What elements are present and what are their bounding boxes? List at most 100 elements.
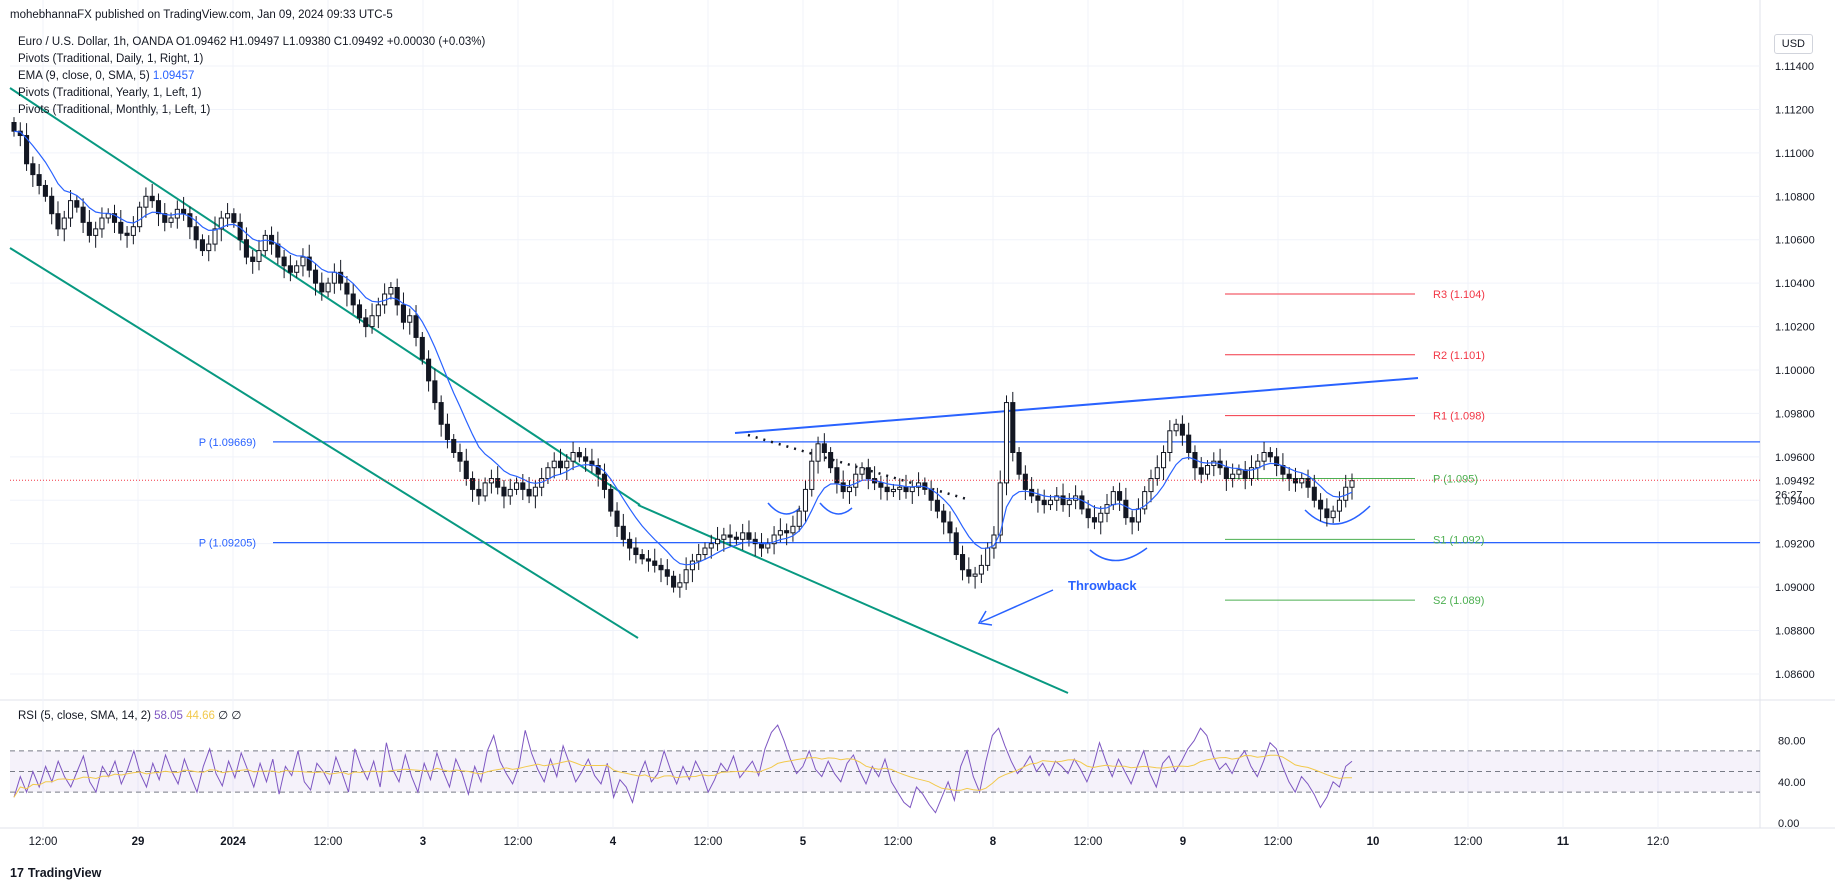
candle-body [564, 460, 570, 469]
candle-body [1117, 491, 1123, 501]
time-axis[interactable]: 12:00 29 2024 12:00 3 12:00 4 12:00 5 12:00 8 12:00… [29, 836, 1670, 848]
candle-body [49, 195, 55, 215]
candle-body [809, 460, 815, 490]
candle-body [80, 206, 86, 223]
candle-body [1305, 478, 1311, 488]
candle-body [545, 467, 551, 480]
rounded-bottom-arc-1 [767, 502, 801, 515]
candle-body [187, 213, 193, 228]
candle-body [526, 488, 532, 497]
indicator-ema[interactable]: EMA (9, close, 0, SMA, 5) 1.09457 [18, 68, 194, 85]
candle-body [733, 536, 739, 540]
tradingview-logo-icon: 17 [10, 866, 24, 880]
rsi-label: RSI (5, close, SMA, 14, 2) [18, 710, 151, 722]
candle-body [1318, 499, 1324, 510]
time-tick-label: 8 [990, 836, 997, 848]
candle-body [1267, 452, 1273, 458]
candle-body [608, 488, 614, 512]
candle-body [765, 543, 771, 549]
price-tick-label: 1.10400 [1775, 278, 1815, 290]
indicator-pivots-yearly[interactable]: Pivots (Traditional, Yearly, 1, Left, 1) [18, 85, 201, 102]
candle-body [451, 438, 457, 454]
rsi-pane: 80.00 40.00 0.00 [10, 724, 1806, 830]
candle-body [758, 543, 765, 549]
price-tick-label: 1.08800 [1775, 626, 1815, 638]
candle-body [86, 221, 92, 236]
symbol-line[interactable]: Euro / U.S. Dollar, 1h, OANDA O1.09462 H… [18, 36, 486, 48]
candle-body [262, 234, 268, 252]
candle-body [557, 460, 564, 469]
candle-body [1123, 499, 1129, 519]
tradingview-logo-text: TradingView [27, 866, 102, 880]
candle-body [331, 271, 337, 284]
ema-layer [13, 130, 1353, 566]
candle-body [1135, 508, 1141, 523]
candle-body [1167, 430, 1173, 453]
indicator-pivots-daily[interactable]: Pivots (Traditional, Daily, 1, Right, 1) [18, 51, 203, 68]
candle-body [978, 564, 984, 575]
candle-body [438, 402, 444, 425]
candle-body [1286, 473, 1292, 480]
candle-body [124, 232, 130, 236]
time-tick-label: 12:00 [29, 836, 58, 848]
candle-body [225, 213, 231, 219]
candle-body [218, 217, 224, 230]
rsi-extra-1: ∅ [218, 710, 229, 722]
candle-body [1161, 452, 1167, 469]
candle-body [269, 234, 275, 245]
candle-body [168, 217, 174, 223]
candle-body [645, 558, 651, 562]
tradingview-logo[interactable]: 17 TradingView [10, 866, 101, 880]
candle-body [846, 486, 853, 493]
time-tick-label: 12:0 [1647, 836, 1669, 848]
candle-body [306, 256, 312, 271]
time-tick-label: 10 [1367, 836, 1380, 848]
candle-body [1242, 469, 1248, 480]
daily-pivot-label: S1 (1.092) [1433, 534, 1484, 546]
candle-body [972, 573, 978, 577]
currency-button[interactable]: USD [1773, 34, 1813, 54]
price-tick-label: 1.09000 [1775, 582, 1815, 594]
time-tick-label: 2024 [220, 836, 246, 848]
candle-body [1343, 486, 1349, 501]
candle-body [520, 482, 526, 490]
bar-countdown-label: 26:27 [1775, 489, 1803, 501]
rsi-legend[interactable]: RSI (5, close, SMA, 14, 2) 58.05 44.66 ∅… [18, 708, 241, 722]
price-tick-label: 1.10200 [1775, 322, 1815, 334]
candle-body [840, 482, 846, 493]
candle-body [1330, 510, 1336, 519]
candle-body [903, 486, 909, 493]
candle-body [463, 460, 469, 480]
candle-body [1148, 478, 1154, 493]
candle-body [696, 554, 702, 562]
candle-body [1085, 508, 1091, 519]
candle-body [162, 213, 168, 223]
candle-body [909, 486, 915, 493]
candle-body [853, 473, 859, 488]
candle-body [243, 239, 249, 258]
indicator-pivots-monthly[interactable]: Pivots (Traditional, Monthly, 1, Left, 1… [18, 102, 210, 119]
candle-body [627, 538, 633, 549]
candle-body [959, 554, 966, 571]
price-tick-label: 1.11200 [1775, 104, 1814, 116]
candle-body [74, 200, 80, 208]
candle-body [419, 336, 425, 360]
candle-body [312, 269, 319, 284]
candle-body [727, 534, 733, 538]
candle-body [513, 482, 520, 490]
candle-body [118, 221, 124, 234]
candle-body [884, 486, 890, 493]
candle-body [1324, 508, 1330, 519]
time-tick-label: 12:00 [314, 836, 343, 848]
time-tick-label: 11 [1557, 836, 1570, 848]
candle-body [130, 226, 136, 236]
candle-body [1104, 504, 1110, 514]
candle-body [671, 575, 677, 588]
candle-body [507, 488, 513, 497]
price-axis[interactable]: 1.11400 1.11200 1.11000 1.10800 1.10600 1.104… [10, 61, 1815, 681]
candle-body [1230, 473, 1236, 480]
candle-body [1261, 452, 1267, 462]
price-tick-label: 1.09200 [1775, 539, 1815, 551]
time-tick-label: 3 [420, 836, 426, 848]
